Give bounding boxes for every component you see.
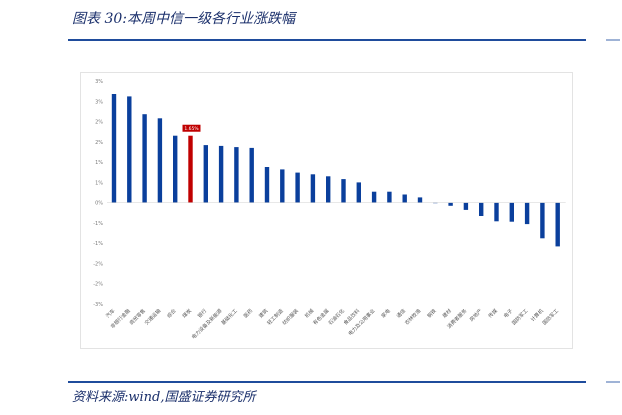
bar <box>448 202 453 206</box>
x-tick-label: 医药 <box>242 307 254 319</box>
source-note: 资料来源:wind,国盛证券研究所 <box>72 390 256 405</box>
bar <box>280 169 285 203</box>
bar <box>326 176 331 203</box>
figure-title: 图表 30:本周中信一级各行业涨跌幅 <box>72 11 295 27</box>
bar <box>387 191 392 203</box>
x-tick-label: 电子 <box>502 307 514 319</box>
bar <box>479 202 484 216</box>
bar <box>356 182 361 203</box>
x-tick-label: 汽车 <box>104 307 116 319</box>
bar <box>509 202 514 222</box>
bar <box>524 202 530 225</box>
x-tick-label: 纺织服装 <box>281 307 300 326</box>
x-tick-label: 通信 <box>395 307 407 319</box>
bar <box>188 135 193 203</box>
y-tick-label: -1% <box>93 221 103 227</box>
bar <box>540 202 545 239</box>
y-tick-label: -3% <box>93 302 103 308</box>
bar <box>234 147 239 203</box>
y-tick-label: -2% <box>93 261 103 267</box>
x-tick-label: 国防军工 <box>510 307 529 326</box>
x-tick-label: 机械 <box>303 307 315 319</box>
y-tick-label: -1% <box>93 241 103 247</box>
bar <box>371 191 377 203</box>
source-divider <box>68 381 586 383</box>
bar <box>295 172 300 203</box>
x-tick-label: 房地产 <box>468 307 484 323</box>
bar <box>218 145 224 203</box>
x-tick-label: 煤炭 <box>181 307 193 319</box>
x-tick-label: 基础化工 <box>220 307 239 326</box>
x-tick-label: 国防军工 <box>541 307 560 326</box>
x-tick-label: 综合 <box>166 307 178 319</box>
y-tick-label: 3% <box>95 99 103 105</box>
bar <box>142 114 147 203</box>
y-tick-label: 1% <box>95 160 103 166</box>
bar <box>111 94 117 203</box>
highlight-data-label: 1.65% <box>184 126 199 132</box>
bar <box>127 96 132 203</box>
y-tick-label: 2% <box>95 120 103 126</box>
highlight-label-box <box>182 124 201 132</box>
x-tick-label: 农林牧渔 <box>403 307 422 326</box>
y-tick-label: -2% <box>93 282 103 288</box>
bar <box>157 118 163 203</box>
bar <box>555 202 560 247</box>
y-tick-label: 2% <box>95 140 103 146</box>
x-tick-label: 钢铁 <box>426 307 438 319</box>
bar <box>463 202 469 210</box>
y-tick-label: 1% <box>95 180 103 186</box>
x-tick-label: 银行 <box>196 307 208 319</box>
edge-marker-top <box>606 39 620 41</box>
chart-frame: 3% 3% 2% 2% 1% 1% 0% -1% -1% -2% -2% -3% 汽车 非银行金融 商贸零售… <box>80 72 573 349</box>
edge-marker-bottom <box>606 381 620 383</box>
bar <box>417 197 423 203</box>
x-tick-label: 交通运输 <box>143 307 162 326</box>
bar <box>173 135 178 203</box>
bar <box>203 145 208 203</box>
bar <box>402 194 407 203</box>
x-tick-label: 传媒 <box>487 307 499 319</box>
y-tick-label: 0% <box>95 201 103 207</box>
x-tick-label: 建材 <box>441 307 453 319</box>
bar-chart: 3%3%2%2%1%1%0%-1%-1%-2%-2%-3%汽车非银行金融商贸零售… <box>93 79 566 341</box>
bar <box>310 174 316 203</box>
bar <box>494 202 499 222</box>
bar <box>264 167 270 203</box>
x-tick-label: 家电 <box>380 307 392 319</box>
bar <box>341 179 346 203</box>
bar <box>249 147 254 203</box>
title-divider <box>68 39 586 41</box>
x-tick-label: 建筑 <box>257 307 269 319</box>
y-tick-label: 3% <box>95 79 103 85</box>
